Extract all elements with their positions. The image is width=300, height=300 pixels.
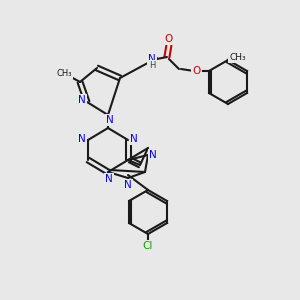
Text: H: H [149,61,155,70]
Text: N: N [130,134,138,144]
Text: N: N [124,180,132,190]
Text: CH₃: CH₃ [56,68,72,77]
Text: N: N [105,174,113,184]
Text: N: N [78,95,86,105]
Text: N: N [78,134,86,144]
Text: Cl: Cl [143,241,153,251]
Text: O: O [193,66,201,76]
Text: CH₃: CH₃ [230,52,246,62]
Text: N: N [106,115,114,125]
Text: O: O [165,34,173,44]
Text: N: N [149,150,157,160]
Text: N: N [148,54,156,64]
